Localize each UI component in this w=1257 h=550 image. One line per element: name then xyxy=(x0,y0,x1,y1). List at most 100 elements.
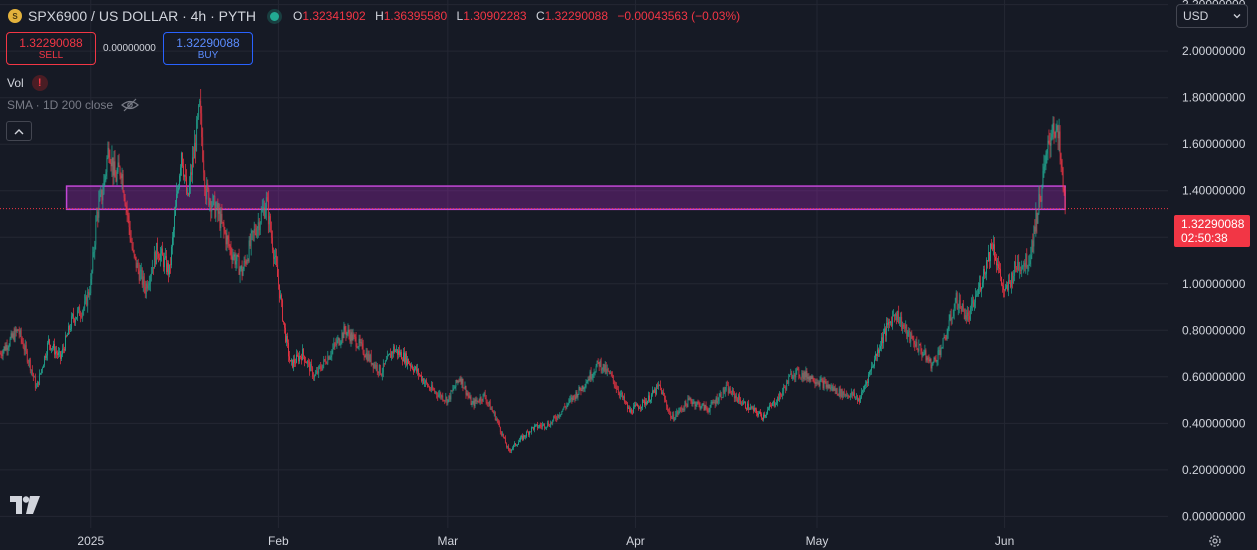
market-status-icon[interactable] xyxy=(269,11,279,21)
candle-body xyxy=(304,355,305,362)
sell-button[interactable]: 1.32290088 SELL xyxy=(6,32,96,65)
candle-body xyxy=(729,388,731,394)
candle-body xyxy=(413,369,414,372)
candle-body xyxy=(715,397,717,405)
candle-body xyxy=(1053,123,1055,132)
candle-body xyxy=(462,378,464,388)
candle-body xyxy=(279,284,280,299)
candle-body xyxy=(929,358,931,362)
candle-body xyxy=(571,397,573,401)
candle-body xyxy=(927,357,929,360)
buy-button[interactable]: 1.32290088 BUY xyxy=(163,32,253,65)
candle-body xyxy=(751,407,752,408)
collapse-legend-button[interactable] xyxy=(6,121,32,141)
candle-body xyxy=(367,353,369,361)
highlight-zone[interactable] xyxy=(65,185,1066,211)
candle-body xyxy=(1052,123,1054,134)
candle-body xyxy=(558,414,560,417)
candle-body xyxy=(991,244,992,249)
settings-gear-icon[interactable] xyxy=(1208,534,1222,548)
low-label: L xyxy=(456,9,464,23)
candle-body xyxy=(442,395,444,401)
candle-body xyxy=(373,363,375,368)
candle-body xyxy=(602,364,604,370)
candle-body xyxy=(868,374,869,383)
candle-body xyxy=(23,347,25,351)
candle-body xyxy=(338,337,340,345)
candle-body xyxy=(688,398,690,400)
candle-body xyxy=(299,355,300,362)
candle-body xyxy=(325,360,327,364)
candle-body xyxy=(680,408,682,409)
candle-body xyxy=(410,364,411,367)
candle-body xyxy=(136,262,138,268)
candle-body xyxy=(563,406,565,410)
candle-body xyxy=(633,406,634,414)
candle-body xyxy=(771,405,772,407)
tradingview-logo-icon[interactable] xyxy=(10,496,42,514)
currency-select[interactable]: USD xyxy=(1176,4,1248,28)
candle-body xyxy=(566,404,568,408)
candle-body xyxy=(901,317,903,329)
candle-body xyxy=(196,119,198,151)
candle-body xyxy=(226,236,228,245)
candle-body xyxy=(68,325,69,335)
candle-body xyxy=(106,157,108,173)
candle-body xyxy=(816,382,818,384)
candle-body xyxy=(58,352,59,356)
candle-body xyxy=(812,375,814,382)
candle-body xyxy=(823,380,825,389)
sma-indicator[interactable]: SMA · 1D 200 close xyxy=(7,98,139,112)
eye-hidden-icon[interactable] xyxy=(121,98,139,112)
candle-body xyxy=(242,269,244,276)
candle-body xyxy=(672,414,674,419)
candle-body xyxy=(726,384,728,386)
candle-body xyxy=(956,293,958,309)
symbol-title[interactable]: SPX6900 / US DOLLAR · 4h · PYTH xyxy=(28,8,256,24)
candle-body xyxy=(289,356,290,361)
candle-body xyxy=(545,427,547,429)
candle-body xyxy=(697,402,699,403)
candle-body xyxy=(691,401,693,405)
candle-body xyxy=(778,397,780,401)
candle-body xyxy=(88,291,90,296)
candle-body xyxy=(161,248,162,254)
candle-body xyxy=(182,152,183,166)
candle-body xyxy=(113,161,115,176)
candle-body xyxy=(854,396,856,398)
candle-body xyxy=(782,391,784,396)
candle-body xyxy=(257,222,259,229)
candle-body xyxy=(1055,130,1057,138)
candle-body xyxy=(64,348,65,351)
currency-label: USD xyxy=(1183,9,1209,23)
candle-body xyxy=(239,268,241,275)
candle-body xyxy=(218,211,220,214)
candle-body xyxy=(793,374,795,377)
candle-body xyxy=(906,324,908,337)
warning-icon[interactable]: ! xyxy=(31,75,48,91)
candle-body xyxy=(45,356,46,359)
candle-body xyxy=(517,444,518,446)
candle-body xyxy=(734,395,736,399)
candle-body xyxy=(441,395,443,398)
candle-body xyxy=(606,369,608,373)
candle-body xyxy=(613,380,615,386)
candle-body xyxy=(1040,200,1042,202)
candle-body xyxy=(1013,276,1015,283)
candle-body xyxy=(370,354,372,365)
candle-body xyxy=(192,157,194,175)
candle-body xyxy=(1014,261,1016,277)
x-axis[interactable]: 2025 Feb Mar Apr May Jun xyxy=(77,534,1014,548)
volume-indicator[interactable]: Vol ! xyxy=(7,75,48,91)
candle-body xyxy=(400,352,401,356)
candle-body xyxy=(834,387,836,391)
candle-body xyxy=(1015,261,1017,268)
candle-body xyxy=(59,351,60,353)
candle-body xyxy=(354,335,356,337)
candle-body xyxy=(615,386,617,390)
candle-body xyxy=(1011,273,1013,287)
candle-body xyxy=(393,346,394,354)
candle-body xyxy=(676,411,678,415)
candle-body xyxy=(860,397,861,403)
